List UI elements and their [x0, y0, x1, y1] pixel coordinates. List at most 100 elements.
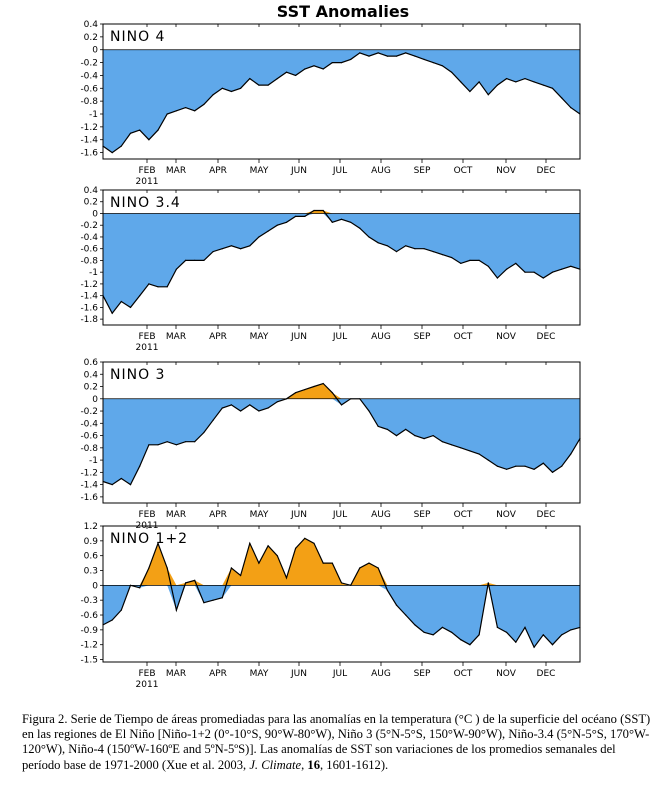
x-tick-label: MAY [250, 669, 269, 679]
y-tick-label: 0.2 [84, 33, 98, 43]
data-point [285, 221, 288, 223]
caption-volume: 16 [307, 757, 320, 772]
data-point [120, 300, 122, 303]
negative-anomaly-area [103, 398, 580, 485]
data-point [221, 407, 223, 409]
x-tick-label: JUL [332, 669, 347, 679]
data-point [542, 634, 544, 636]
data-point [350, 58, 352, 61]
x-tick-label: NOV [496, 510, 517, 520]
data-point [478, 634, 480, 636]
data-point [377, 52, 379, 54]
data-point [175, 110, 177, 112]
data-point [230, 90, 232, 93]
data-point [386, 428, 388, 430]
x-tick-label: DEC [537, 669, 556, 679]
x-tick-label: FEB [138, 669, 155, 679]
x-tick-label: JUN [290, 510, 307, 520]
data-point [460, 447, 462, 449]
y-tick-label: -1.2 [80, 123, 98, 133]
data-point [350, 398, 352, 400]
data-point [414, 248, 416, 250]
data-point [157, 286, 159, 288]
data-point [524, 271, 526, 273]
data-point [368, 562, 370, 564]
data-point [212, 419, 214, 421]
x-tick-label: MAR [166, 166, 186, 176]
y-tick-label: -1.4 [80, 481, 98, 491]
data-point [175, 268, 177, 270]
data-point [139, 295, 141, 297]
x-tick-label: MAY [250, 166, 269, 176]
region-label: NINO 4 [110, 29, 165, 45]
data-point [441, 254, 443, 256]
data-point [129, 132, 132, 134]
data-point [368, 410, 370, 412]
data-point [295, 547, 297, 549]
data-point [221, 597, 223, 599]
data-point [533, 468, 535, 470]
y-tick-label: 0 [92, 209, 98, 219]
data-point [185, 441, 187, 443]
data-point [285, 398, 288, 400]
y-tick-label: -0.8 [80, 97, 98, 107]
data-point [276, 78, 278, 80]
data-point [249, 542, 251, 544]
y-tick-label: -0.6 [80, 432, 98, 442]
data-point [506, 268, 508, 270]
data-point [423, 438, 425, 440]
caption-text: Figura 2. Serie de Tiempo de áreas prome… [22, 712, 651, 772]
data-point [295, 215, 297, 217]
y-tick-label: -0.8 [80, 256, 98, 266]
data-point [139, 465, 141, 467]
data-point [258, 84, 260, 86]
data-point [148, 139, 150, 141]
data-point [542, 277, 544, 279]
data-point [175, 609, 177, 611]
y-tick-label: -1 [89, 456, 98, 466]
data-point [322, 382, 324, 385]
data-point [561, 268, 563, 270]
data-point [120, 477, 122, 480]
data-point [395, 251, 398, 253]
data-point [460, 262, 462, 264]
plot-frame [102, 361, 581, 504]
data-point [230, 404, 232, 406]
data-point [304, 215, 306, 217]
x-tick-label: APR [209, 166, 227, 176]
data-point [166, 441, 168, 443]
data-point [469, 90, 471, 93]
data-point [441, 441, 443, 443]
data-point [230, 245, 232, 247]
y-tick-label: -1.6 [80, 493, 98, 503]
x-tick-label: DEC [537, 332, 556, 342]
data-point [111, 484, 113, 486]
data-point [230, 567, 232, 569]
data-point [432, 435, 434, 437]
y-tick-label: 0.2 [84, 383, 98, 393]
data-point [386, 589, 388, 591]
data-point [267, 84, 269, 86]
region-label: NINO 3.4 [110, 195, 181, 211]
y-tick-label: -1.6 [80, 303, 98, 313]
y-tick-label: 1.2 [84, 522, 98, 532]
data-point [212, 251, 214, 253]
data-point [313, 542, 315, 544]
data-point [451, 631, 453, 633]
data-point [533, 646, 535, 648]
data-point [441, 626, 443, 629]
data-point [451, 256, 453, 259]
data-point [496, 465, 498, 467]
data-point [359, 52, 361, 54]
x-tick-label: JUL [332, 166, 347, 176]
data-point [423, 631, 425, 633]
data-point [469, 259, 471, 261]
data-point [487, 265, 489, 267]
y-tick-label: -0.4 [80, 233, 98, 243]
data-point [240, 410, 242, 412]
data-point [313, 385, 315, 388]
x-tick-label: MAY [250, 332, 269, 342]
data-point [460, 639, 462, 641]
y-tick-label: -0.2 [80, 221, 98, 231]
y-tick-label: -0.6 [80, 611, 98, 621]
